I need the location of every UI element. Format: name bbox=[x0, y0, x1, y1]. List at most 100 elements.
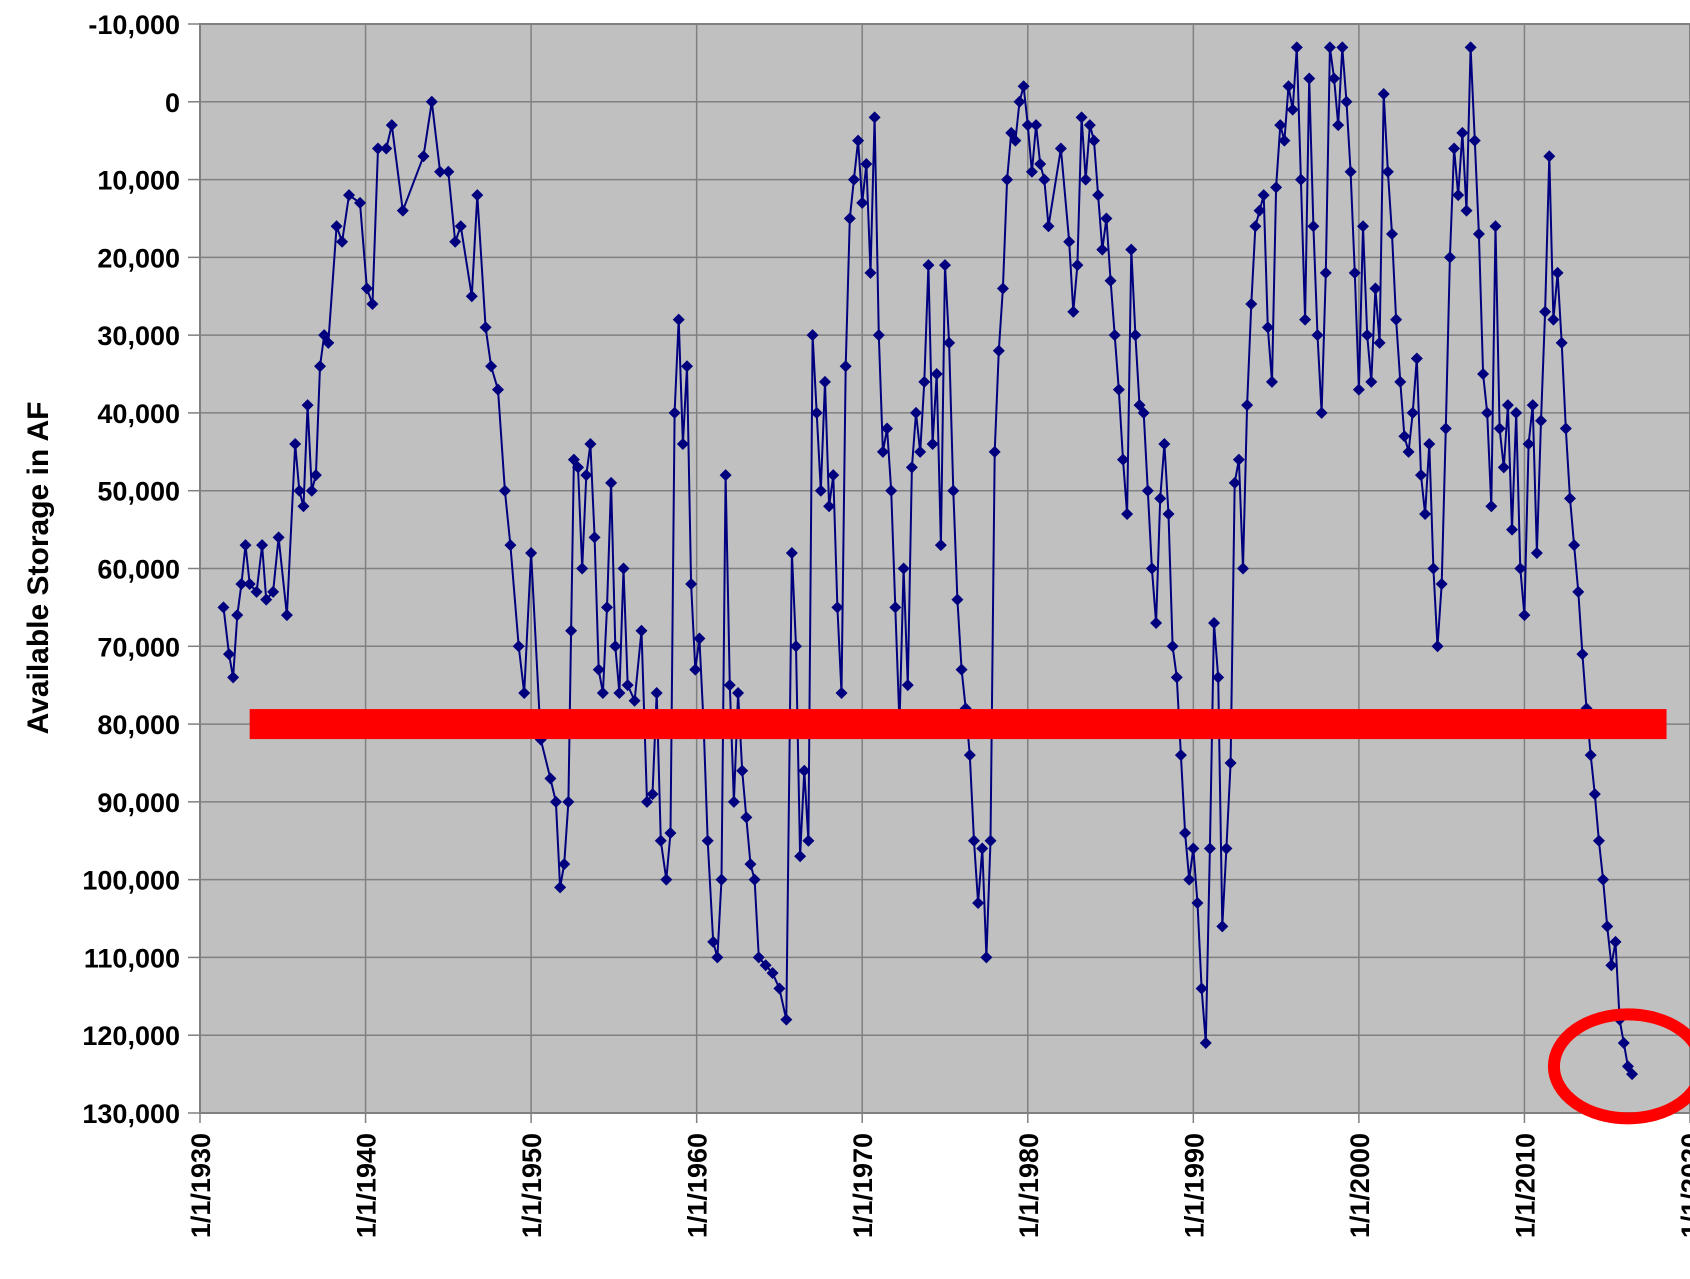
data-point bbox=[876, 445, 889, 458]
data-point bbox=[1323, 41, 1336, 54]
data-point bbox=[1311, 329, 1324, 342]
data-point bbox=[1605, 959, 1618, 972]
data-point bbox=[1083, 119, 1096, 132]
data-point bbox=[1125, 243, 1138, 256]
data-point bbox=[740, 811, 753, 824]
data-point bbox=[576, 562, 589, 575]
data-point bbox=[1203, 842, 1216, 855]
data-point bbox=[1547, 313, 1560, 326]
y-tick-label: 0 bbox=[165, 88, 180, 118]
data-point bbox=[1468, 134, 1481, 147]
data-point bbox=[554, 881, 567, 894]
data-point bbox=[1381, 165, 1394, 178]
data-point bbox=[1307, 220, 1320, 233]
data-point bbox=[231, 609, 244, 622]
data-point bbox=[465, 290, 478, 303]
data-point bbox=[1021, 119, 1034, 132]
data-point bbox=[485, 360, 498, 373]
data-point bbox=[1352, 383, 1365, 396]
data-point bbox=[727, 795, 740, 808]
data-point bbox=[1063, 235, 1076, 248]
data-point bbox=[668, 406, 681, 419]
data-point bbox=[588, 531, 601, 544]
data-point bbox=[605, 476, 618, 489]
data-point bbox=[1398, 430, 1411, 443]
data-point bbox=[872, 329, 885, 342]
data-point bbox=[646, 788, 659, 801]
data-point bbox=[479, 321, 492, 334]
y-tick-label: 60,000 bbox=[97, 555, 180, 585]
y-tick-label: 70,000 bbox=[97, 632, 180, 662]
data-point bbox=[1460, 204, 1473, 217]
data-point bbox=[250, 585, 263, 598]
data-point bbox=[1535, 414, 1547, 427]
x-tick-label: 1/1/1950 bbox=[517, 1133, 547, 1238]
data-point bbox=[1116, 453, 1129, 466]
y-tick-label: 100,000 bbox=[82, 866, 180, 896]
data-point bbox=[1286, 103, 1299, 116]
data-point bbox=[1373, 336, 1386, 349]
data-point bbox=[1597, 873, 1610, 886]
data-point bbox=[360, 282, 373, 295]
data-point bbox=[1332, 119, 1345, 132]
data-point bbox=[1514, 562, 1527, 575]
data-point bbox=[239, 539, 252, 552]
data-point bbox=[1410, 352, 1423, 365]
data-point bbox=[889, 601, 902, 614]
data-point bbox=[1257, 189, 1270, 202]
y-axis-label: Available Storage in AF bbox=[22, 402, 55, 735]
data-point bbox=[1121, 508, 1134, 521]
data-point bbox=[1464, 41, 1477, 54]
data-point bbox=[723, 679, 736, 692]
data-point bbox=[1572, 585, 1585, 598]
data-point bbox=[701, 834, 714, 847]
data-point bbox=[1489, 220, 1502, 233]
data-point bbox=[544, 772, 557, 785]
y-tick-label: 20,000 bbox=[97, 243, 180, 273]
data-point bbox=[918, 375, 931, 388]
data-point bbox=[1406, 406, 1419, 419]
data-point bbox=[1609, 935, 1622, 948]
data-point bbox=[881, 422, 894, 435]
data-point bbox=[1191, 896, 1204, 909]
data-point bbox=[1274, 119, 1287, 132]
data-point bbox=[1195, 982, 1208, 995]
data-point bbox=[759, 959, 772, 972]
data-point bbox=[1419, 508, 1432, 521]
data-point bbox=[293, 484, 306, 497]
data-point bbox=[1539, 305, 1552, 318]
data-point bbox=[693, 632, 706, 645]
data-point bbox=[1017, 80, 1030, 93]
data-point bbox=[1108, 329, 1121, 342]
data-point bbox=[1563, 492, 1576, 505]
data-point bbox=[930, 368, 943, 381]
y-tick-label: 120,000 bbox=[82, 1021, 180, 1051]
data-point bbox=[1224, 756, 1237, 769]
data-point bbox=[967, 834, 980, 847]
data-point bbox=[1369, 282, 1382, 295]
data-point bbox=[1112, 383, 1125, 396]
data-point bbox=[297, 500, 310, 513]
data-point bbox=[1530, 546, 1543, 559]
data-point bbox=[1179, 826, 1192, 839]
data-point bbox=[1315, 406, 1328, 419]
data-point bbox=[897, 562, 910, 575]
data-point bbox=[1377, 88, 1390, 101]
data-point bbox=[1129, 329, 1142, 342]
y-tick-label: 80,000 bbox=[97, 710, 180, 740]
data-point bbox=[1104, 274, 1117, 287]
data-point bbox=[1402, 445, 1415, 458]
data-point bbox=[951, 593, 964, 606]
data-point bbox=[635, 624, 648, 637]
data-point bbox=[256, 539, 269, 552]
data-point bbox=[425, 95, 438, 108]
data-point bbox=[260, 593, 273, 606]
data-point bbox=[1522, 438, 1535, 451]
data-point bbox=[442, 165, 455, 178]
data-point bbox=[371, 142, 384, 155]
data-point bbox=[1456, 126, 1469, 139]
data-point bbox=[1088, 134, 1100, 147]
data-point bbox=[689, 663, 702, 676]
data-point bbox=[1038, 173, 1051, 186]
highlight-circle bbox=[1547, 1008, 1690, 1125]
